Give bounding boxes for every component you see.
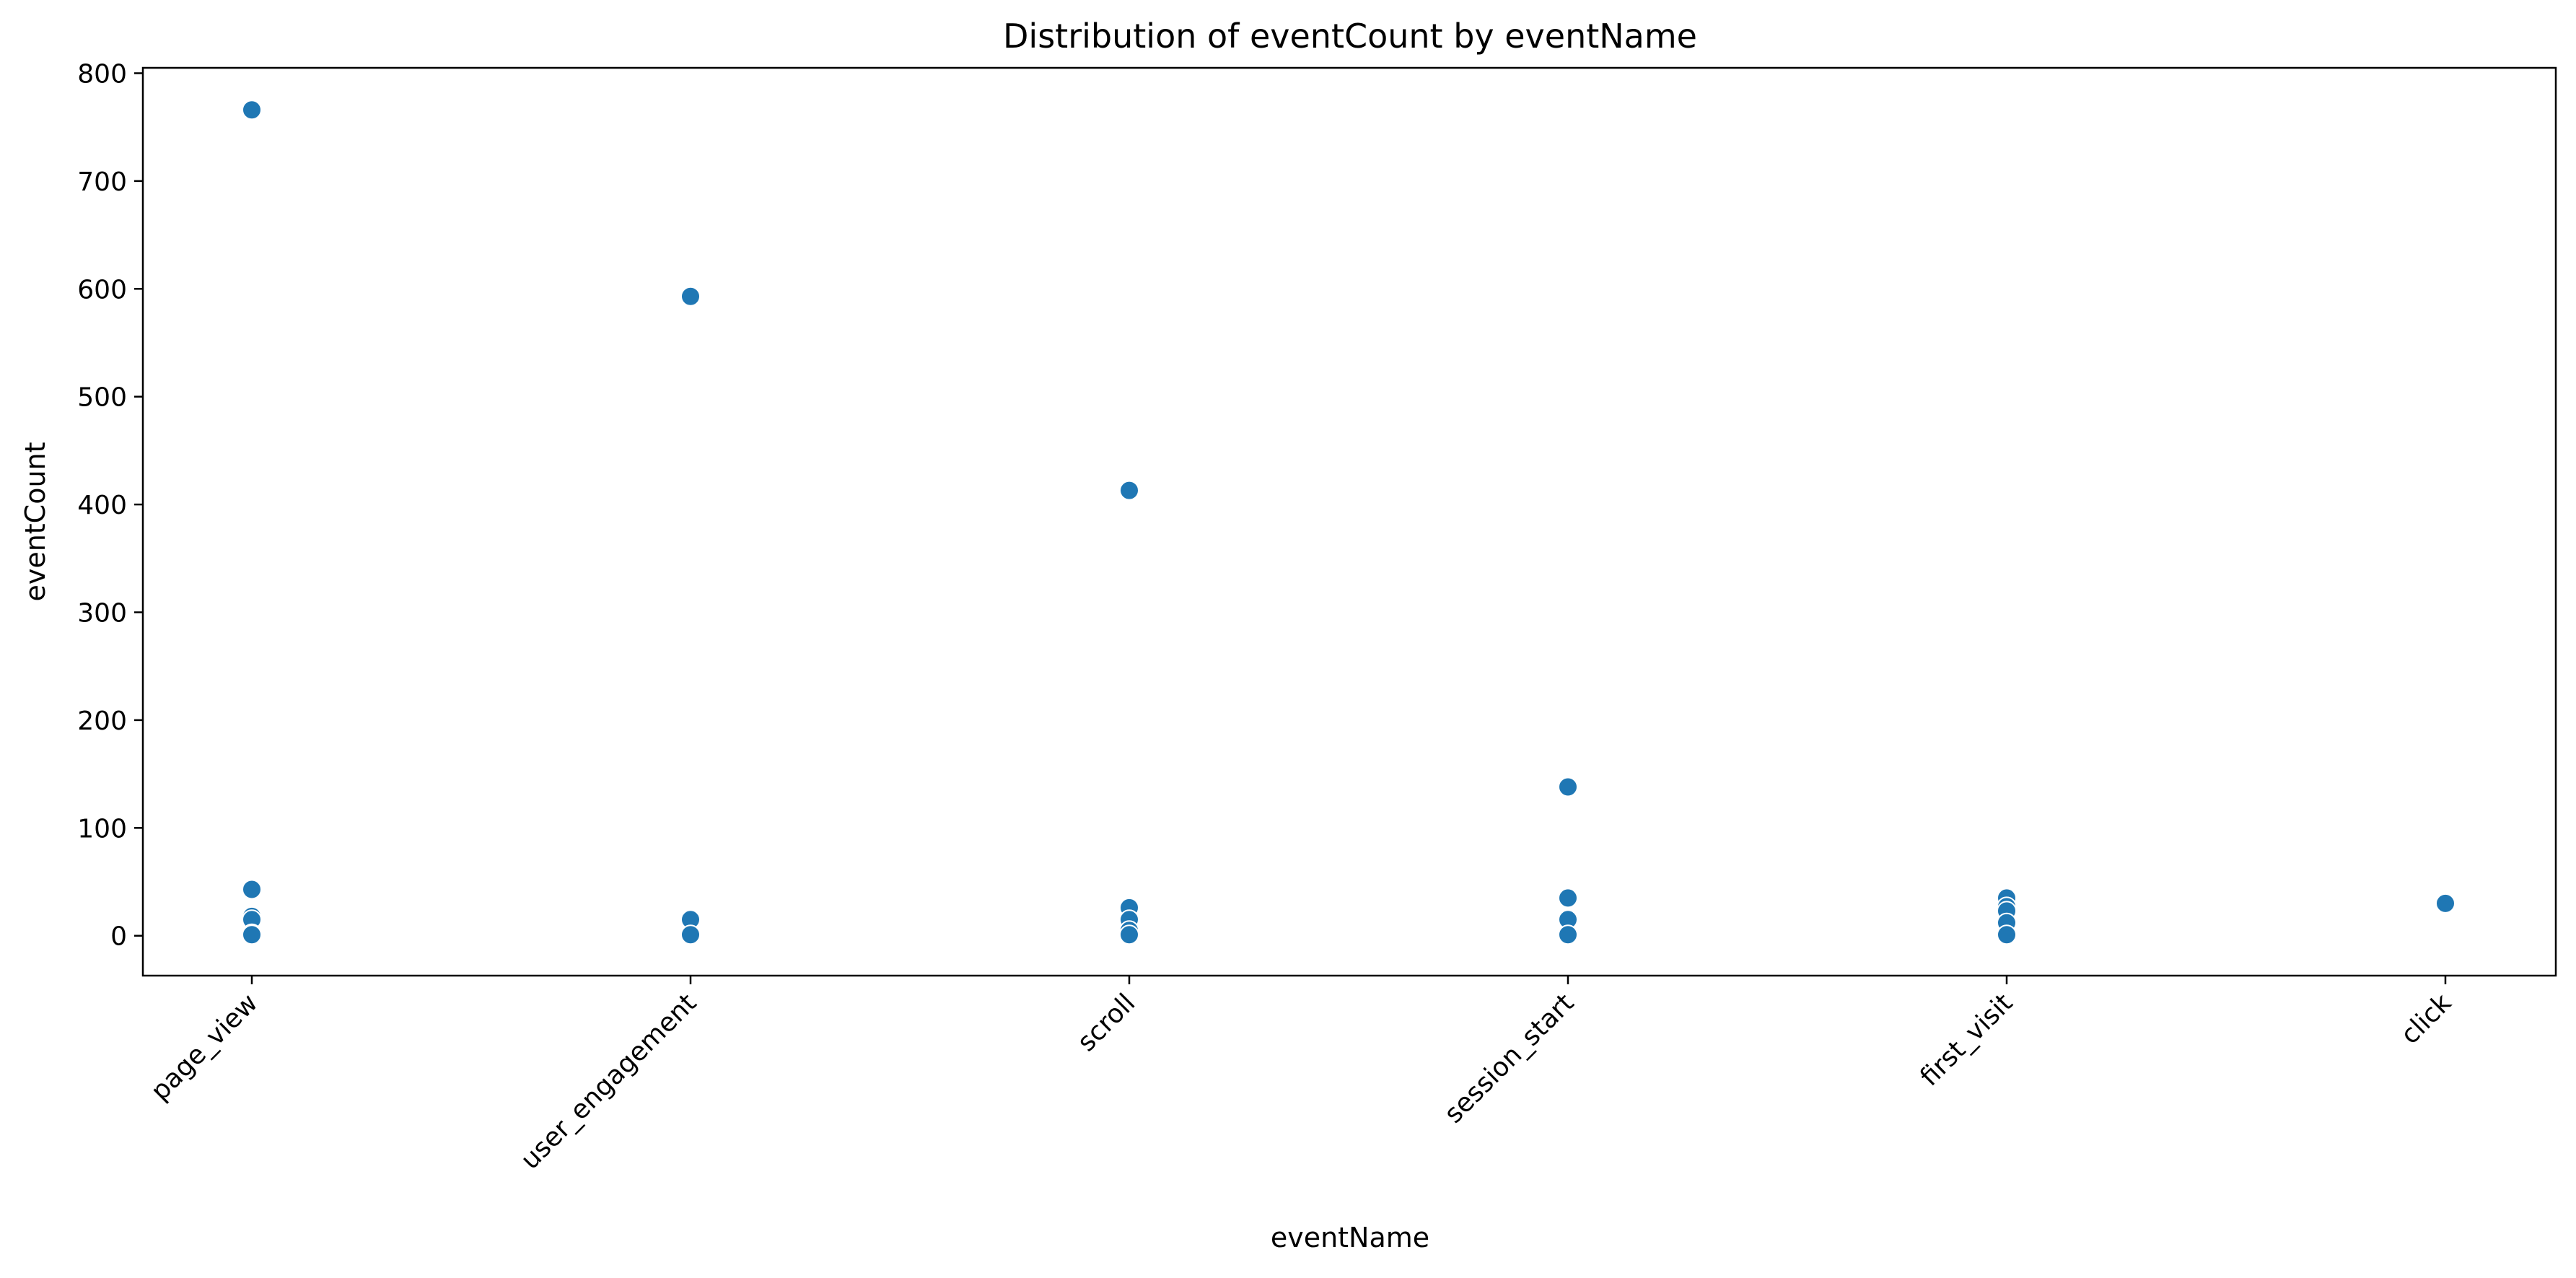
y-tick-label: 400: [77, 491, 127, 520]
x-tick-label: scroll: [1072, 988, 1141, 1057]
y-tick-label: 500: [77, 383, 127, 413]
data-point: [1558, 888, 1578, 909]
y-tick-label: 100: [77, 814, 127, 844]
data-points: [242, 100, 2455, 945]
data-point: [1119, 480, 1139, 501]
data-point: [1558, 776, 1578, 797]
x-axis-ticks: page_view user_engagement scroll session_st…: [145, 976, 2457, 1176]
x-tick-label: session_start: [1439, 988, 1580, 1129]
data-point: [242, 924, 262, 945]
y-axis-ticks: 0 100 200 300 400 500 600 700 800: [77, 59, 143, 952]
y-tick-label: 300: [77, 599, 127, 629]
data-point: [242, 100, 262, 121]
x-tick-label: user_engagement: [515, 988, 702, 1175]
data-point: [1997, 924, 2017, 945]
plot-frame: [141, 66, 2557, 977]
x-tick-label: page_view: [145, 988, 263, 1106]
data-point: [2435, 893, 2455, 914]
x-axis-label: eventName: [1271, 1222, 1429, 1253]
y-axis-label: eventCount: [19, 442, 51, 601]
y-tick-label: 0: [110, 922, 127, 952]
y-tick-label: 200: [77, 706, 127, 736]
y-tick-label: 800: [77, 59, 127, 89]
data-point: [680, 924, 701, 945]
y-tick-label: 700: [77, 167, 127, 197]
chart-title: Distribution of eventCount by eventName: [1003, 17, 1697, 56]
y-tick-label: 600: [77, 275, 127, 305]
data-point: [1119, 924, 1139, 945]
data-point: [1558, 924, 1578, 945]
data-point: [242, 879, 262, 900]
x-tick-label: first_visit: [1914, 988, 2018, 1092]
x-tick-label: click: [2395, 988, 2457, 1050]
data-point: [680, 286, 701, 307]
